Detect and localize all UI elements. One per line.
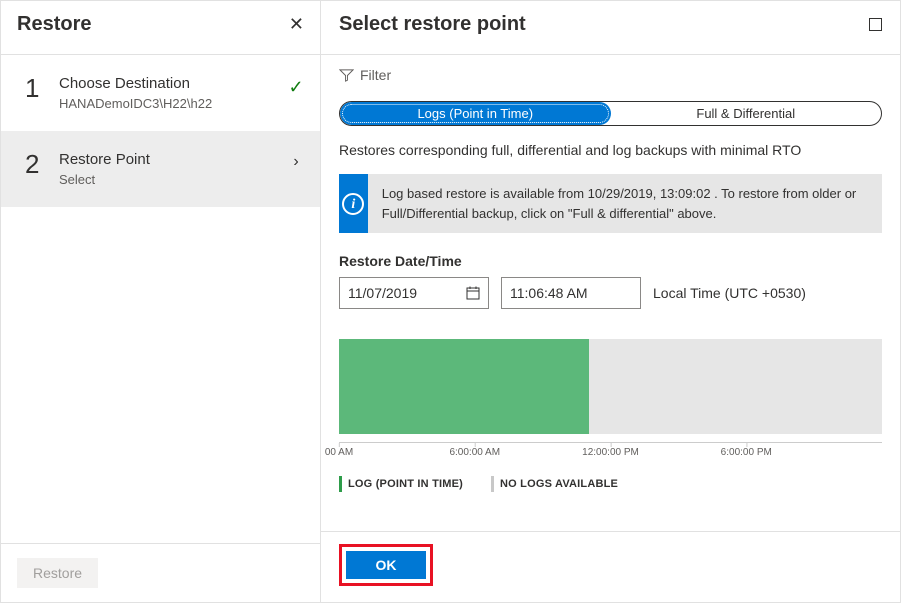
timeline-logs-segment [339, 339, 589, 434]
step-number: 2 [25, 151, 45, 177]
step-subtitle: HANADemoIDC3\H22\h22 [59, 96, 272, 111]
maximize-icon[interactable] [869, 18, 882, 31]
backup-type-toggle: Logs (Point in Time) Full & Differential [339, 101, 882, 126]
info-callout: i Log based restore is available from 10… [339, 174, 882, 233]
ok-highlight: OK [339, 544, 433, 586]
legend-swatch-grey [491, 476, 494, 492]
restore-description: Restores corresponding full, differentia… [339, 142, 882, 158]
step-restore-point[interactable]: 2 Restore Point Select › [1, 131, 320, 207]
restore-point-panel: Select restore point Filter Logs (Point … [321, 1, 900, 602]
step-subtitle: Select [59, 172, 272, 187]
datetime-label: Restore Date/Time [339, 253, 882, 269]
timeline-nologs-segment [589, 339, 882, 434]
restore-button: Restore [17, 558, 98, 588]
info-text: Log based restore is available from 10/2… [368, 174, 882, 233]
legend-log-point-in-time: LOG (POINT IN TIME) [339, 476, 463, 492]
tab-full-differential[interactable]: Full & Differential [611, 102, 882, 125]
tab-logs-point-in-time[interactable]: Logs (Point in Time) [340, 102, 611, 125]
timezone-label: Local Time (UTC +0530) [653, 285, 806, 301]
checkmark-icon: ✓ [288, 77, 303, 98]
restore-date-input[interactable]: 11/07/2019 [339, 277, 489, 309]
timeline-tick: 6:00:00 AM [449, 447, 500, 458]
step-title: Choose Destination [59, 75, 272, 92]
step-title: Restore Point [59, 151, 272, 168]
timeline-axis: 00 AM6:00:00 AM12:00:00 PM6:00:00 PM [339, 442, 882, 462]
chevron-right-icon: › [293, 153, 298, 171]
timeline-legend: LOG (POINT IN TIME) NO LOGS AVAILABLE [339, 476, 882, 492]
restore-date-value: 11/07/2019 [348, 285, 417, 301]
restore-time-input[interactable]: 11:06:48 AM [501, 277, 641, 309]
calendar-icon [466, 286, 480, 300]
info-icon: i [342, 193, 364, 215]
legend-no-logs: NO LOGS AVAILABLE [491, 476, 618, 492]
step-choose-destination[interactable]: 1 Choose Destination HANADemoIDC3\H22\h2… [1, 55, 320, 131]
timeline-tick: 6:00:00 PM [721, 447, 772, 458]
timeline-chart[interactable] [339, 339, 882, 434]
timeline-tick: 00 AM [325, 447, 353, 458]
wizard-left-panel: Restore ✕ 1 Choose Destination HANADemoI… [1, 1, 321, 602]
right-title: Select restore point [339, 13, 526, 36]
left-title: Restore [17, 13, 91, 36]
legend-swatch-green [339, 476, 342, 492]
step-number: 1 [25, 75, 45, 101]
close-icon[interactable]: ✕ [289, 14, 304, 35]
ok-button[interactable]: OK [346, 551, 426, 579]
timeline-tick: 12:00:00 PM [582, 447, 639, 458]
restore-time-value: 11:06:48 AM [510, 285, 588, 301]
filter-button[interactable]: Filter [339, 67, 882, 83]
filter-icon [339, 68, 354, 83]
filter-label: Filter [360, 67, 391, 83]
